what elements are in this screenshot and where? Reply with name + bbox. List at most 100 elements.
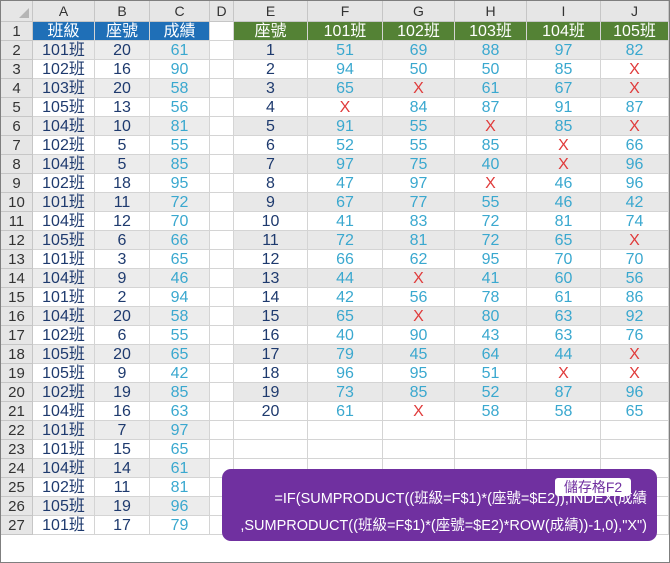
class-cell[interactable]: 104班 — [33, 212, 95, 231]
result-cell[interactable]: 90 — [383, 326, 455, 345]
score-cell[interactable]: 65 — [150, 250, 210, 269]
result-cell[interactable]: 56 — [383, 288, 455, 307]
row-header[interactable]: 24 — [1, 459, 33, 478]
result-cell[interactable]: 85 — [383, 383, 455, 402]
score-cell[interactable]: 72 — [150, 193, 210, 212]
seat-cell[interactable]: 20 — [95, 307, 150, 326]
empty-cell[interactable] — [210, 193, 234, 212]
result-cell[interactable]: 65 — [308, 79, 383, 98]
empty-cell[interactable] — [210, 60, 234, 79]
score-cell[interactable]: 96 — [150, 497, 210, 516]
column-header-j[interactable]: J — [601, 1, 669, 22]
seat-number-cell[interactable] — [234, 440, 308, 459]
class-cell[interactable]: 101班 — [33, 193, 95, 212]
left-header-cell[interactable]: 班級 — [33, 22, 95, 41]
seat-number-cell[interactable]: 5 — [234, 117, 308, 136]
score-cell[interactable]: 55 — [150, 326, 210, 345]
seat-cell[interactable]: 15 — [95, 440, 150, 459]
seat-number-cell[interactable]: 20 — [234, 402, 308, 421]
result-cell[interactable]: 83 — [383, 212, 455, 231]
seat-cell[interactable]: 19 — [95, 497, 150, 516]
seat-number-cell[interactable]: 12 — [234, 250, 308, 269]
class-cell[interactable]: 102班 — [33, 60, 95, 79]
result-cell[interactable]: 51 — [308, 41, 383, 60]
column-header-f[interactable]: F — [308, 1, 383, 22]
seat-cell[interactable]: 5 — [95, 155, 150, 174]
empty-cell[interactable] — [210, 345, 234, 364]
result-cell[interactable]: 95 — [455, 250, 527, 269]
result-cell[interactable]: 92 — [601, 307, 669, 326]
empty-cell[interactable] — [210, 250, 234, 269]
empty-cell[interactable] — [210, 212, 234, 231]
class-cell[interactable]: 103班 — [33, 79, 95, 98]
empty-cell[interactable] — [210, 383, 234, 402]
seat-number-cell[interactable]: 16 — [234, 326, 308, 345]
result-cell[interactable] — [455, 421, 527, 440]
seat-number-cell[interactable]: 14 — [234, 288, 308, 307]
right-header-cell[interactable]: 105班 — [601, 22, 669, 41]
empty-cell[interactable] — [210, 269, 234, 288]
class-cell[interactable]: 104班 — [33, 402, 95, 421]
result-cell[interactable]: 79 — [308, 345, 383, 364]
seat-number-cell[interactable]: 2 — [234, 60, 308, 79]
seat-cell[interactable]: 7 — [95, 421, 150, 440]
class-cell[interactable]: 105班 — [33, 231, 95, 250]
class-cell[interactable]: 101班 — [33, 440, 95, 459]
seat-number-cell[interactable]: 11 — [234, 231, 308, 250]
row-header[interactable]: 9 — [1, 174, 33, 193]
result-cell[interactable]: 80 — [455, 307, 527, 326]
result-cell[interactable]: 52 — [308, 136, 383, 155]
score-cell[interactable]: 85 — [150, 155, 210, 174]
result-cell[interactable]: 42 — [308, 288, 383, 307]
result-cell[interactable]: 85 — [527, 60, 601, 79]
seat-cell[interactable]: 9 — [95, 269, 150, 288]
class-cell[interactable]: 105班 — [33, 98, 95, 117]
score-cell[interactable]: 66 — [150, 231, 210, 250]
empty-cell[interactable] — [210, 364, 234, 383]
result-cell[interactable]: 67 — [308, 193, 383, 212]
seat-cell[interactable]: 17 — [95, 516, 150, 535]
seat-cell[interactable]: 6 — [95, 231, 150, 250]
seat-cell[interactable]: 6 — [95, 326, 150, 345]
result-cell[interactable]: 50 — [383, 60, 455, 79]
empty-cell[interactable] — [210, 79, 234, 98]
empty-cell[interactable] — [210, 231, 234, 250]
empty-cell[interactable] — [210, 41, 234, 60]
seat-cell[interactable]: 13 — [95, 98, 150, 117]
empty-cell[interactable] — [210, 288, 234, 307]
score-cell[interactable]: 85 — [150, 383, 210, 402]
class-cell[interactable]: 104班 — [33, 117, 95, 136]
result-cell[interactable]: 97 — [527, 41, 601, 60]
result-cell[interactable] — [527, 421, 601, 440]
result-cell[interactable]: X — [601, 60, 669, 79]
seat-cell[interactable]: 19 — [95, 383, 150, 402]
result-cell[interactable]: 55 — [383, 136, 455, 155]
score-cell[interactable]: 55 — [150, 136, 210, 155]
seat-cell[interactable]: 16 — [95, 402, 150, 421]
score-cell[interactable]: 61 — [150, 41, 210, 60]
result-cell[interactable] — [383, 421, 455, 440]
seat-number-cell[interactable]: 18 — [234, 364, 308, 383]
right-header-cell[interactable]: 102班 — [383, 22, 455, 41]
result-cell[interactable]: 96 — [601, 155, 669, 174]
seat-number-cell[interactable]: 6 — [234, 136, 308, 155]
row-header[interactable]: 7 — [1, 136, 33, 155]
score-cell[interactable]: 63 — [150, 402, 210, 421]
empty-cell[interactable] — [210, 136, 234, 155]
row-header[interactable]: 18 — [1, 345, 33, 364]
row-header[interactable]: 23 — [1, 440, 33, 459]
result-cell[interactable]: X — [527, 136, 601, 155]
result-cell[interactable]: 41 — [455, 269, 527, 288]
score-cell[interactable]: 61 — [150, 459, 210, 478]
empty-cell[interactable] — [210, 307, 234, 326]
seat-cell[interactable]: 20 — [95, 345, 150, 364]
result-cell[interactable]: 72 — [455, 231, 527, 250]
result-cell[interactable] — [308, 440, 383, 459]
empty-cell[interactable] — [210, 155, 234, 174]
result-cell[interactable]: 42 — [601, 193, 669, 212]
result-cell[interactable]: 61 — [308, 402, 383, 421]
right-header-cell[interactable]: 座號 — [234, 22, 308, 41]
seat-cell[interactable]: 10 — [95, 117, 150, 136]
score-cell[interactable]: 56 — [150, 98, 210, 117]
result-cell[interactable]: 76 — [601, 326, 669, 345]
